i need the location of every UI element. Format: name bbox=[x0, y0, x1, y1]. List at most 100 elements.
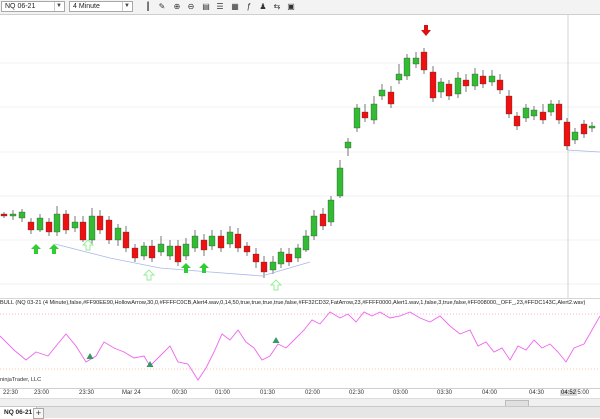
time-label: 00:30 bbox=[172, 390, 188, 396]
candle-body bbox=[496, 79, 504, 91]
time-label: 05:00 bbox=[574, 390, 590, 396]
candle-body bbox=[269, 261, 277, 271]
chart-toolbar: NQ 06-21 ▼ 4 Minute ▼ ┃ ✎ ⊕ ⊖ ▤ ☰ ▦ ƒ ♟ … bbox=[0, 0, 600, 15]
candle-body bbox=[563, 121, 571, 147]
candle-body bbox=[36, 217, 44, 231]
candle-body bbox=[395, 73, 403, 81]
candle-body bbox=[182, 243, 190, 257]
candle-body bbox=[580, 123, 588, 135]
candle-body bbox=[157, 243, 165, 253]
candle-body bbox=[539, 111, 547, 121]
copyright-text: ninjaTrader, LLC bbox=[0, 377, 42, 383]
candle-body bbox=[403, 57, 411, 77]
candle-body bbox=[71, 221, 79, 229]
indicators-icon[interactable]: ƒ bbox=[246, 2, 252, 11]
candle-body bbox=[302, 235, 310, 251]
candle-body bbox=[174, 245, 182, 263]
candle-body bbox=[505, 95, 513, 115]
candle-body bbox=[361, 111, 369, 119]
compare-icon[interactable]: ⇆ bbox=[273, 2, 281, 11]
properties-icon[interactable]: ☰ bbox=[216, 2, 224, 11]
signal-triangle bbox=[86, 353, 94, 359]
signal-triangle bbox=[146, 361, 154, 367]
template-icon[interactable]: ▤ bbox=[202, 2, 210, 11]
time-label: 01:30 bbox=[260, 390, 276, 396]
candle-body bbox=[96, 215, 104, 231]
time-label: 03:00 bbox=[393, 390, 409, 396]
drawing-tools-icon[interactable]: ✎ bbox=[158, 2, 166, 11]
strategies-icon[interactable]: ♟ bbox=[259, 2, 267, 11]
time-label: 22:30 bbox=[3, 390, 19, 396]
price-chart[interactable] bbox=[0, 15, 600, 298]
candle-body bbox=[252, 253, 260, 263]
candle-body bbox=[79, 221, 87, 241]
candle-body bbox=[88, 215, 96, 241]
candle-body bbox=[310, 215, 318, 237]
candle-body bbox=[122, 231, 130, 249]
candle-body bbox=[166, 245, 174, 257]
candle-body bbox=[571, 131, 579, 141]
fat-up-arrow bbox=[49, 244, 59, 254]
candle-body bbox=[277, 251, 285, 265]
chevron-down-icon: ▼ bbox=[54, 2, 63, 11]
chevron-down-icon: ▼ bbox=[122, 2, 131, 11]
screenshot-icon[interactable]: ▣ bbox=[287, 2, 295, 11]
candle-body bbox=[471, 73, 479, 87]
candle-body bbox=[479, 75, 487, 85]
panel-separator[interactable] bbox=[0, 298, 600, 299]
candle-body bbox=[217, 235, 225, 249]
time-label: 02:30 bbox=[349, 390, 365, 396]
candle-body bbox=[191, 235, 199, 249]
hollow-up-arrow bbox=[269, 279, 283, 291]
candle-body bbox=[327, 199, 335, 223]
candle-body bbox=[588, 125, 596, 129]
candle-body bbox=[294, 247, 302, 259]
candle-body bbox=[234, 233, 242, 249]
fat-up-arrow bbox=[31, 244, 41, 254]
hollow-up-arrow bbox=[142, 269, 156, 281]
candle-body bbox=[370, 103, 378, 121]
bar-type-icon[interactable]: ┃ bbox=[145, 2, 151, 11]
candle-body bbox=[285, 253, 293, 263]
chart-tabs: NQ 06-21 + bbox=[0, 406, 600, 419]
candle-body bbox=[131, 247, 139, 259]
zoom-in-icon[interactable]: ⊕ bbox=[173, 2, 181, 11]
indicator-chart[interactable] bbox=[0, 299, 600, 388]
candle-body bbox=[513, 115, 521, 127]
candle-body bbox=[45, 221, 53, 233]
time-label: 03:30 bbox=[437, 390, 453, 396]
candle-body bbox=[387, 91, 395, 105]
candle-body bbox=[412, 57, 420, 65]
candle-body bbox=[420, 51, 428, 71]
trend-line bbox=[54, 243, 311, 277]
tab-active-chart[interactable]: NQ 06-21 bbox=[0, 407, 38, 418]
candle-body bbox=[114, 227, 122, 241]
indicator-label: BULL (NQ 03-21 (4 Minute),false,#FF90EE9… bbox=[0, 300, 586, 306]
candle-body bbox=[208, 235, 216, 247]
interval-value: 4 Minute bbox=[73, 3, 100, 10]
data-box-icon[interactable]: ▦ bbox=[231, 2, 239, 11]
candle-body bbox=[336, 167, 344, 197]
candle-body bbox=[319, 213, 327, 227]
time-axis[interactable]: 22:30 23:00 23:30 Mar 24 00:30 01:00 01:… bbox=[0, 388, 600, 399]
candle-body bbox=[344, 141, 352, 149]
candle-body bbox=[488, 75, 496, 83]
candle-body bbox=[530, 109, 538, 117]
time-label: 04:30 bbox=[529, 390, 545, 396]
hollow-up-arrow bbox=[81, 239, 95, 251]
candle-body bbox=[445, 83, 453, 97]
zoom-out-icon[interactable]: ⊖ bbox=[187, 2, 195, 11]
time-label: 04:00 bbox=[482, 390, 498, 396]
trend-line bbox=[566, 149, 600, 153]
time-label: 01:00 bbox=[215, 390, 231, 396]
candle-body bbox=[454, 77, 462, 95]
candle-body bbox=[105, 219, 113, 241]
time-label: 23:00 bbox=[34, 390, 50, 396]
oscillator-line bbox=[0, 311, 600, 381]
candle-body bbox=[9, 213, 17, 217]
instrument-selector[interactable]: NQ 06-21 ▼ bbox=[1, 1, 65, 12]
add-tab-button[interactable]: + bbox=[33, 408, 44, 419]
interval-selector[interactable]: 4 Minute ▼ bbox=[69, 1, 133, 12]
fat-up-arrow bbox=[181, 263, 191, 273]
candle-body bbox=[18, 211, 26, 219]
